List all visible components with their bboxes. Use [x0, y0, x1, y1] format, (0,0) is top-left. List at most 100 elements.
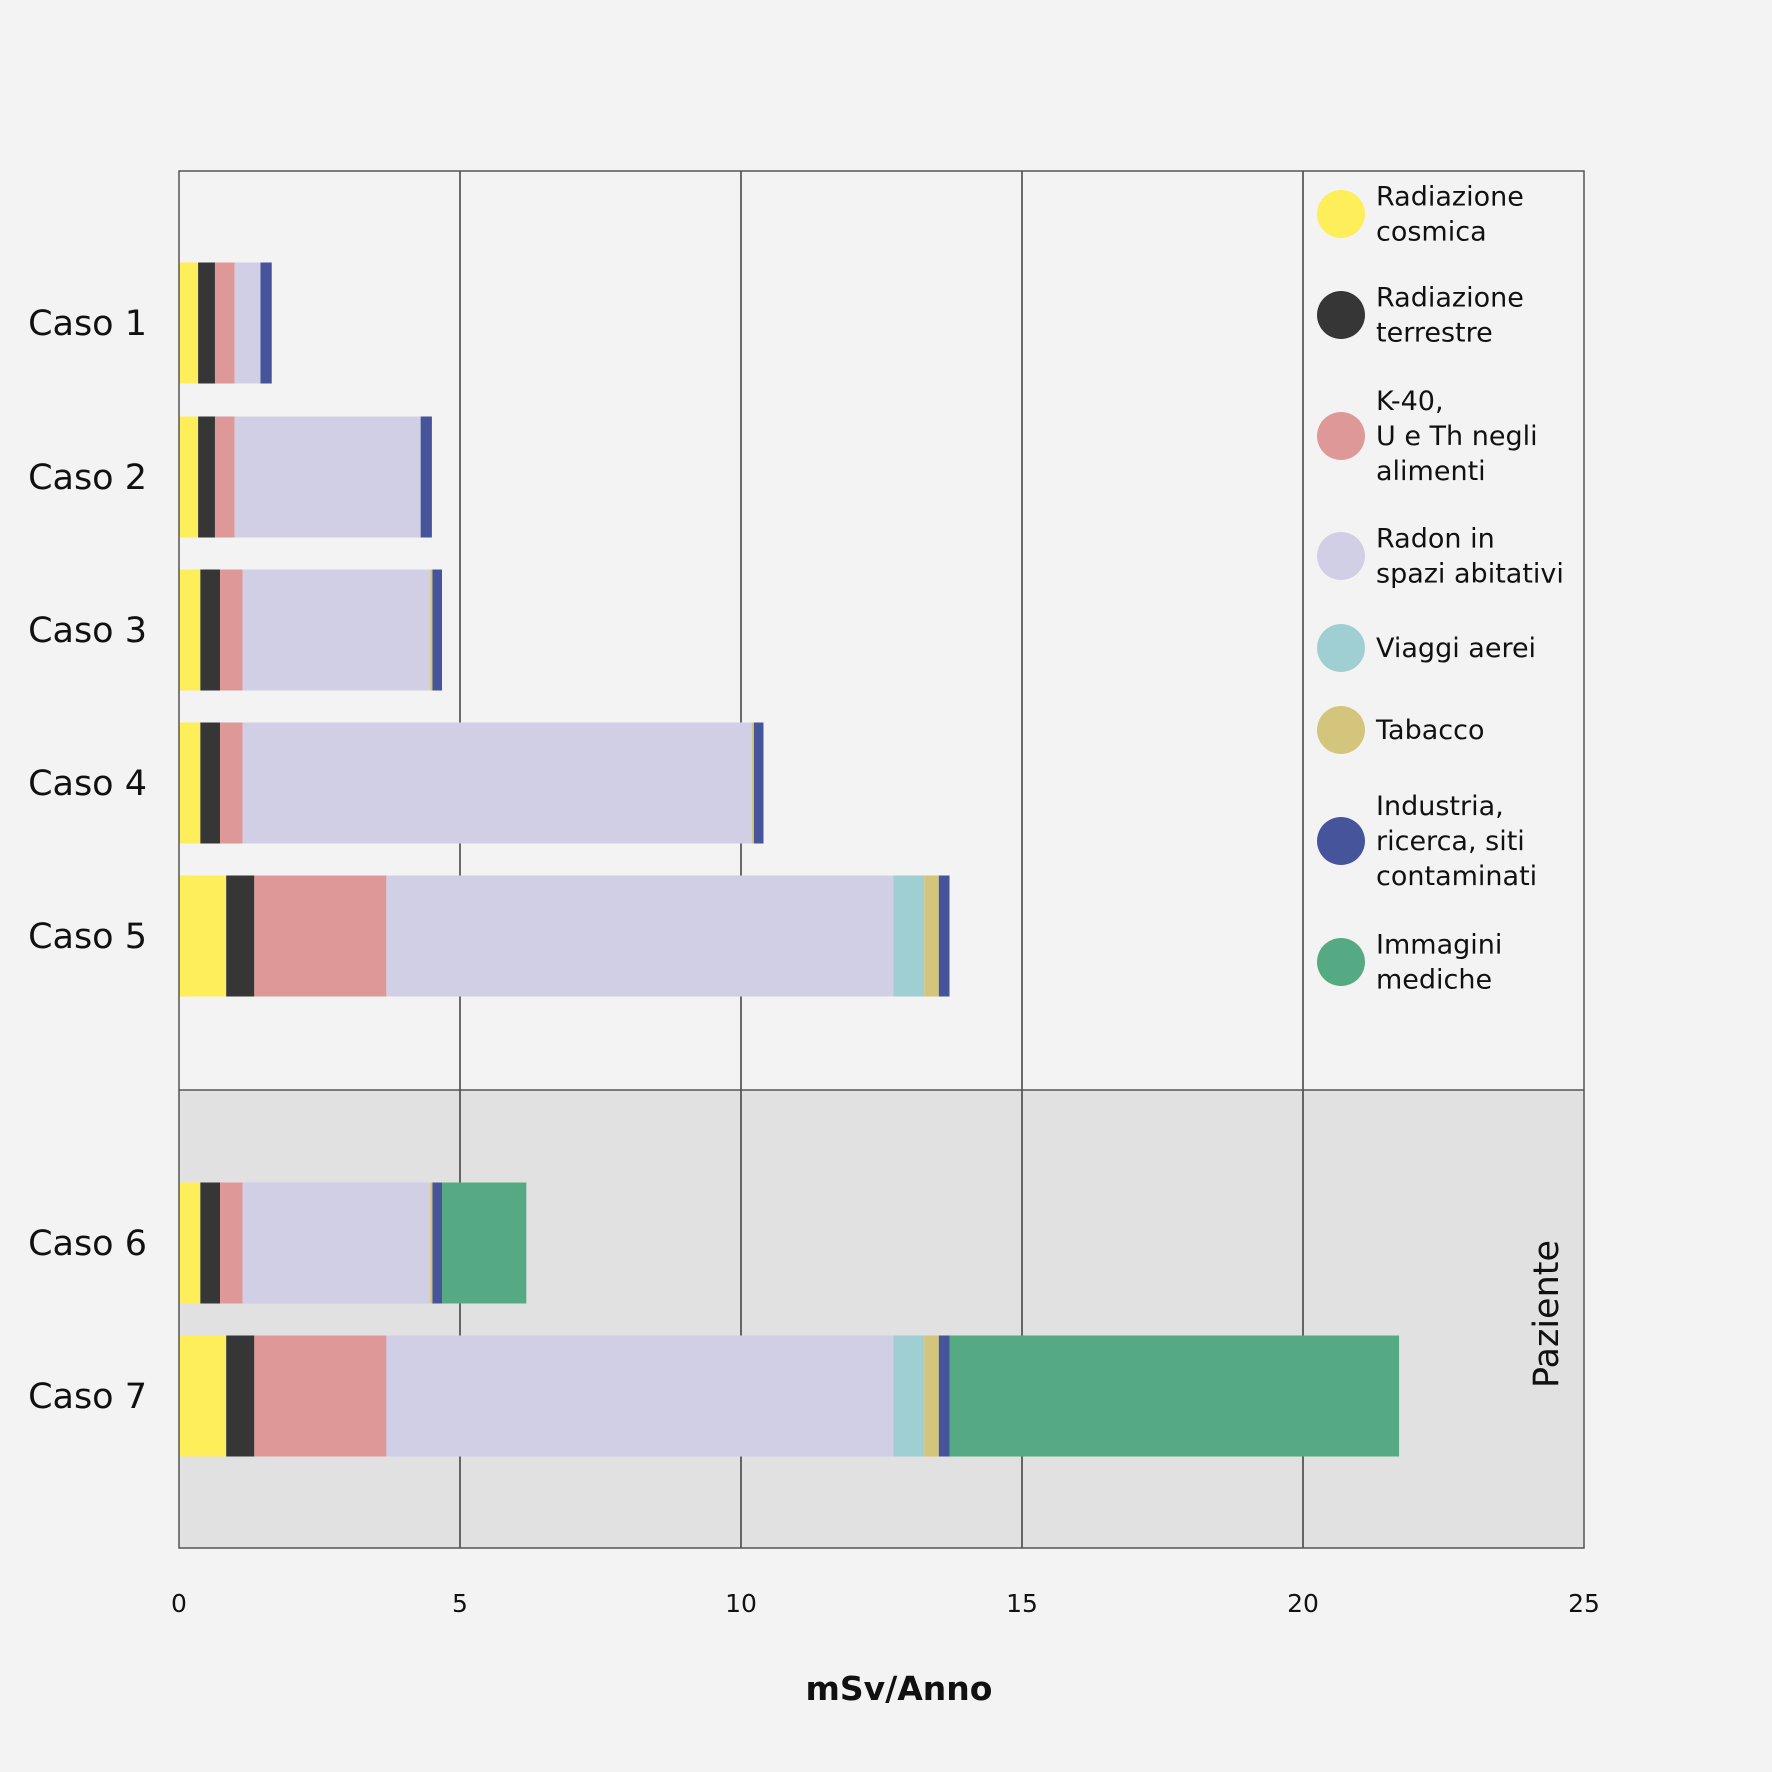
legend-label: contaminati	[1376, 861, 1537, 892]
legend-item: Immagini mediche	[1317, 930, 1502, 996]
bar-segment	[214, 262, 235, 384]
legend-swatch-icon	[1317, 817, 1365, 865]
x-tick-label: 20	[1287, 1589, 1319, 1618]
bar-segment	[442, 1182, 527, 1304]
bar-segment	[430, 1182, 433, 1304]
bar-segment	[226, 875, 255, 997]
bar-segment	[254, 1335, 387, 1457]
x-tick-label: 15	[1006, 1589, 1038, 1618]
bar-caso-1	[179, 262, 272, 384]
bar-segment	[949, 1335, 1400, 1457]
legend-label: spazi abitativi	[1376, 559, 1564, 590]
category-label: Caso 5	[28, 917, 147, 957]
bar-caso-7	[179, 1335, 1400, 1457]
legend-swatch-icon	[1317, 190, 1365, 238]
bar-segment	[198, 416, 215, 538]
bar-segment	[220, 1182, 243, 1304]
legend-swatch-icon	[1317, 938, 1365, 986]
bar-segment	[751, 722, 754, 844]
bar-segment	[179, 1182, 201, 1304]
legend-item: Radon in spazi abitativi	[1317, 524, 1564, 590]
bar-segment	[938, 875, 950, 997]
bar-segment	[220, 722, 243, 844]
bar-segment	[386, 875, 894, 997]
x-tick-label: 0	[171, 1589, 187, 1618]
bar-segment	[198, 262, 215, 384]
bar-segment	[179, 262, 199, 384]
bar-segment	[179, 416, 199, 538]
legend-label: Radiazione	[1376, 182, 1524, 213]
bar-caso-4	[179, 722, 764, 844]
legend-label: terrestre	[1376, 318, 1493, 349]
category-label: Caso 7	[28, 1377, 147, 1417]
x-tick-label: 25	[1568, 1589, 1600, 1618]
bar-segment	[260, 262, 272, 384]
category-label: Caso 2	[28, 458, 147, 498]
legend: Radiazione cosmica Radiazione terrestre K-40…	[1317, 182, 1564, 996]
bar-segment	[242, 569, 431, 691]
legend-label: Industria,	[1376, 791, 1504, 822]
x-axis-title: mSv/Anno	[806, 1669, 993, 1708]
category-label: Caso 1	[28, 304, 147, 344]
legend-swatch-icon	[1317, 412, 1365, 460]
legend-swatch-icon	[1317, 624, 1365, 672]
category-label: Caso 4	[28, 764, 147, 804]
bar-caso-2	[179, 416, 432, 538]
bar-segment	[924, 875, 939, 997]
bar-caso-3	[179, 569, 443, 691]
bar-segment	[386, 1335, 894, 1457]
patient-region	[179, 1090, 1584, 1548]
plot-frame	[178, 170, 1585, 1549]
legend-label: mediche	[1376, 965, 1492, 996]
x-tick-label: 10	[725, 1589, 757, 1618]
legend-label: ricerca, siti	[1376, 826, 1525, 857]
bar-segment	[938, 1335, 950, 1457]
legend-label: Tabacco	[1375, 715, 1484, 746]
bar-segment	[200, 1182, 221, 1304]
bar-segment	[924, 1335, 939, 1457]
patient-group-label: Paziente	[1527, 1240, 1567, 1388]
legend-swatch-icon	[1317, 291, 1365, 339]
legend-swatch-icon	[1317, 532, 1365, 580]
bar-segment	[254, 875, 387, 997]
bar-segment	[432, 569, 443, 691]
legend-label: cosmica	[1376, 217, 1487, 248]
legend-label: alimenti	[1376, 456, 1486, 487]
bar-segment	[893, 875, 925, 997]
legend-label: Immagini	[1376, 930, 1502, 961]
category-labels: Caso 1 Caso 2 Caso 3 Caso 4 Caso 5 Caso 6 Caso…	[28, 304, 147, 1417]
bar-segment	[430, 569, 433, 691]
bar-segment	[200, 722, 221, 844]
bar-segment	[179, 1335, 227, 1457]
bar-segment	[226, 1335, 255, 1457]
category-label: Caso 3	[28, 611, 147, 651]
bar-segment	[893, 1335, 925, 1457]
legend-item: K-40, U e Th negli alimenti	[1317, 386, 1538, 487]
bar-segment	[179, 722, 201, 844]
bar-segment	[432, 1182, 443, 1304]
category-label: Caso 6	[28, 1224, 147, 1264]
legend-label: U e Th negli	[1376, 421, 1538, 452]
legend-label: Radiazione	[1376, 283, 1524, 314]
bar-segment	[753, 722, 764, 844]
bars	[179, 262, 1400, 1457]
legend-swatch-icon	[1317, 706, 1365, 754]
bar-segment	[220, 569, 243, 691]
gridlines	[459, 171, 1304, 1548]
bar-segment	[234, 262, 261, 384]
bar-caso-5	[179, 875, 950, 997]
bar-caso-6	[179, 1182, 527, 1304]
bar-segment	[242, 722, 752, 844]
legend-label: Radon in	[1376, 524, 1495, 555]
legend-item: Radiazione cosmica	[1317, 182, 1524, 248]
legend-label: Viaggi aerei	[1376, 633, 1536, 664]
bar-segment	[234, 416, 421, 538]
bar-segment	[242, 1182, 431, 1304]
legend-item: Industria, ricerca, siti contaminati	[1317, 791, 1537, 892]
legend-item: Tabacco	[1317, 706, 1484, 754]
x-tick-labels: 0 5 10 15 20 25	[171, 1589, 1600, 1618]
bar-segment	[420, 416, 432, 538]
x-tick-label: 5	[452, 1589, 468, 1618]
legend-item: Viaggi aerei	[1317, 624, 1536, 672]
